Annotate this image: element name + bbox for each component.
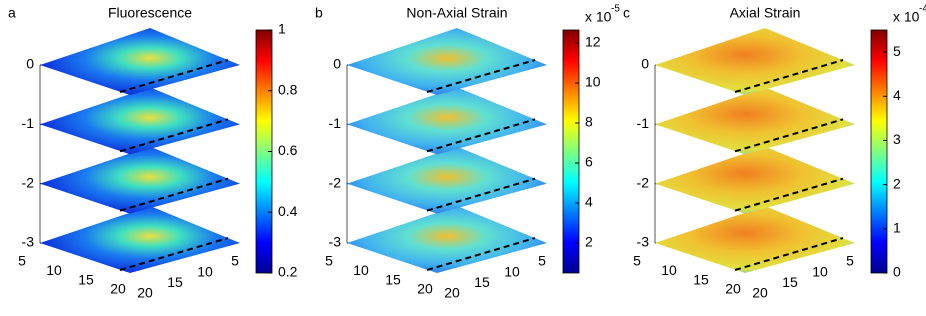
x-tick-label: 10	[46, 262, 62, 278]
panel-letter: b	[315, 5, 323, 21]
scale-base: x 10	[893, 9, 920, 25]
colorbar-tick-label: 2	[585, 234, 593, 250]
panel-letter: a	[8, 5, 16, 21]
z-tick-label: -1	[22, 115, 35, 131]
x-tick-label: 10	[661, 262, 677, 278]
colorbar-tick-label: 0.4	[278, 203, 298, 219]
z-tick-label: -2	[329, 174, 342, 190]
x-tick-label: 20	[110, 281, 126, 297]
z-tick-label: -2	[637, 174, 650, 190]
y-tick-label: 15	[474, 274, 490, 290]
z-tick-label: 0	[333, 56, 341, 72]
colorbar-tick-label: 1	[893, 220, 901, 236]
z-tick-label: -3	[637, 234, 650, 250]
slice	[40, 206, 240, 273]
y-tick-label: 15	[782, 274, 798, 290]
dashed-line	[426, 59, 536, 93]
colorbar	[562, 29, 580, 274]
y-tick-label: 15	[167, 274, 183, 290]
panel-title: Fluorescence	[108, 5, 192, 21]
z-tick-label: -3	[329, 234, 342, 250]
dashed-line	[426, 118, 536, 153]
slice	[655, 206, 855, 273]
colorbar-tick-label: 6	[585, 154, 593, 170]
y-tick-label: 5	[538, 253, 546, 269]
y-tick-label: 10	[812, 263, 828, 279]
z-tick-label: -2	[22, 174, 35, 190]
z-tick-label: -1	[637, 115, 650, 131]
dashed-line	[426, 177, 536, 212]
x-tick-label: 20	[725, 281, 741, 297]
dashed-line	[119, 177, 229, 212]
dashed-line	[734, 177, 844, 212]
x-tick-label: 5	[18, 253, 26, 269]
colorbar-tick-label: 5	[893, 43, 901, 59]
x-tick-label: 10	[353, 262, 369, 278]
y-tick-label: 5	[846, 253, 854, 269]
slice	[347, 206, 547, 273]
y-tick-label: 10	[504, 263, 520, 279]
y-tick-label: 5	[231, 253, 239, 269]
slice	[347, 87, 547, 155]
colorbar-tick-label: 2	[893, 175, 901, 191]
slice	[347, 146, 547, 214]
panel-title: Non-Axial Strain	[406, 5, 507, 21]
dashed-line	[119, 59, 229, 93]
slice	[40, 87, 240, 155]
dashed-line	[426, 237, 536, 271]
x-tick-label: 5	[633, 253, 641, 269]
z-tick-label: 0	[641, 56, 649, 72]
x-tick-label: 5	[325, 253, 333, 269]
colorbar-tick-label: 3	[893, 131, 901, 147]
colorbar-tick-label: 0	[893, 264, 901, 280]
x-tick-label: 15	[385, 271, 401, 287]
z-tick-label: -3	[22, 234, 35, 250]
dashed-line	[734, 59, 844, 93]
slice	[40, 28, 240, 95]
y-tick-label: 20	[752, 285, 768, 301]
colorbar-tick-label: 0.8	[278, 81, 298, 97]
z-tick-label: -1	[329, 115, 342, 131]
slice	[40, 146, 240, 214]
colorbar-tick-label: 0.2	[278, 264, 298, 280]
panel-title: Axial Strain	[730, 5, 801, 21]
colorbar-tick-label: 12	[585, 34, 601, 50]
dashed-line	[119, 237, 229, 271]
scale-exponent: -4	[919, 4, 926, 15]
colorbar-tick-label: 10	[585, 74, 601, 90]
colorbar	[870, 29, 888, 274]
x-tick-label: 20	[417, 281, 433, 297]
dashed-line	[734, 118, 844, 153]
slice	[655, 28, 855, 95]
colorbar-tick-label: 4	[893, 87, 901, 103]
dashed-line	[734, 237, 844, 271]
slice	[655, 146, 855, 214]
y-tick-label: 20	[444, 285, 460, 301]
dashed-line	[119, 118, 229, 153]
slice	[655, 87, 855, 155]
panel-letter: c	[623, 5, 630, 21]
z-tick-label: 0	[26, 56, 34, 72]
scale-exponent: -5	[611, 4, 620, 15]
x-tick-label: 15	[78, 271, 94, 287]
colorbar-tick-label: 1	[278, 21, 286, 37]
colorbar-tick-label: 8	[585, 114, 593, 130]
colorbar-tick-label: 4	[585, 194, 593, 210]
scale-base: x 10	[585, 9, 612, 25]
slice	[347, 28, 547, 95]
colorbar-tick-label: 0.6	[278, 142, 298, 158]
x-tick-label: 15	[693, 271, 709, 287]
y-tick-label: 20	[137, 285, 153, 301]
y-tick-label: 10	[197, 263, 213, 279]
